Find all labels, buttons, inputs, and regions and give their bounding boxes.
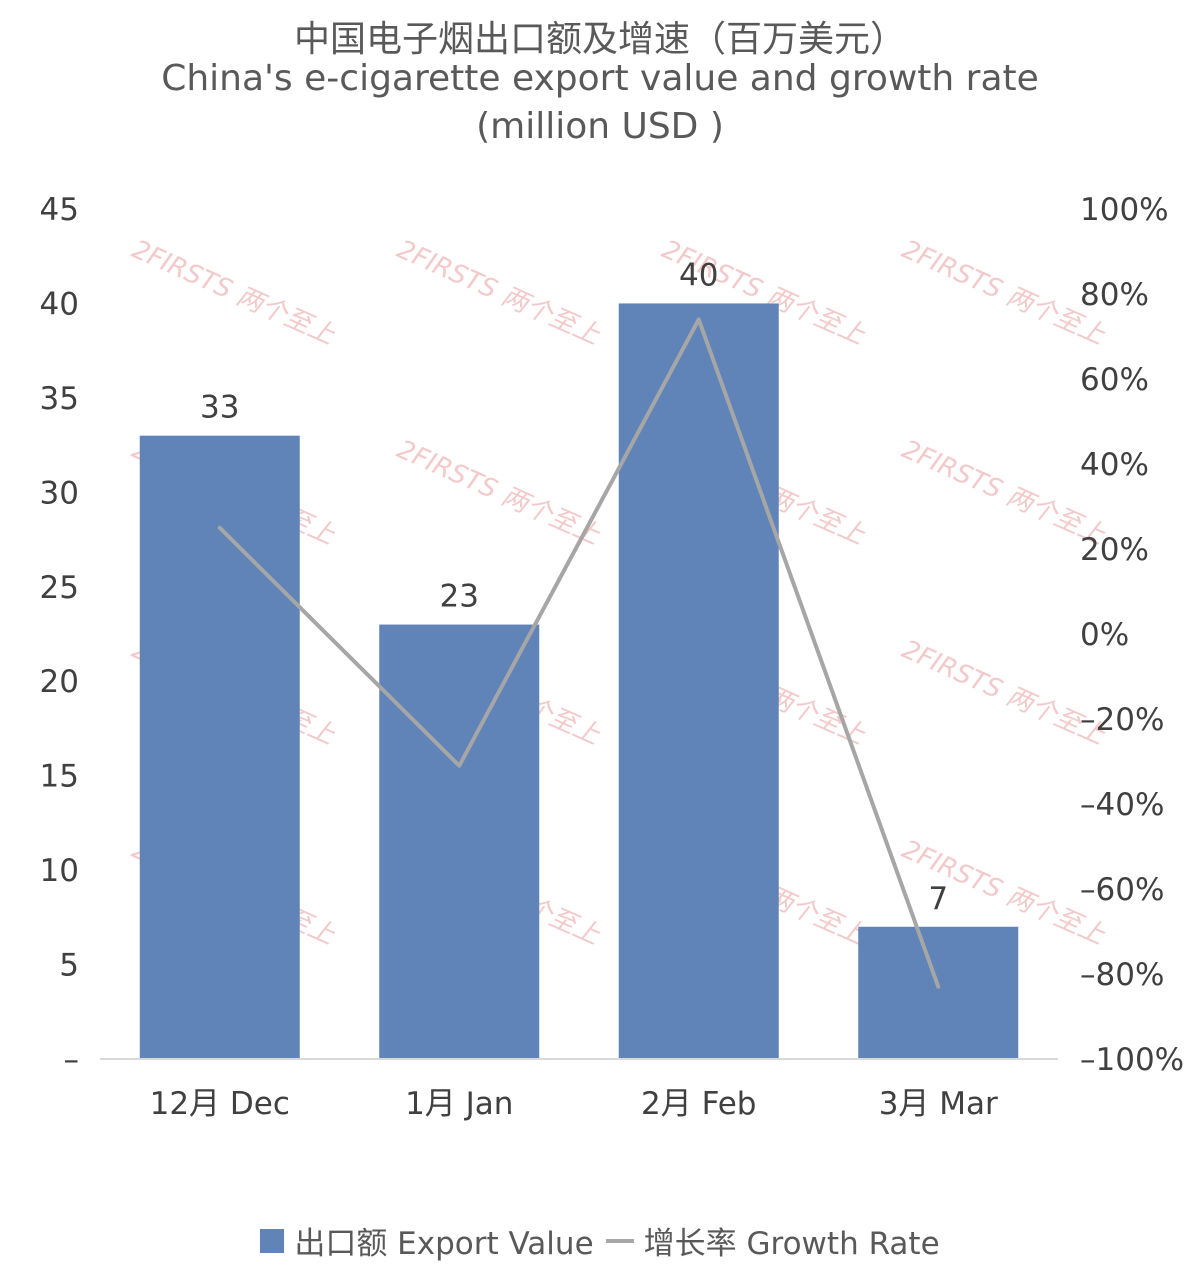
legend-label-growth-rate: 增长率 Growth Rate bbox=[643, 1226, 940, 1262]
right-tick-label: –40% bbox=[1080, 787, 1164, 823]
watermark-text: 2FIRSTS 两个至上 bbox=[127, 235, 340, 352]
legend-bar-swatch-icon bbox=[260, 1228, 285, 1253]
left-tick-label: 35 bbox=[40, 381, 79, 417]
x-tick-label: 3月 Mar bbox=[879, 1086, 998, 1122]
data-label-1: 23 bbox=[440, 579, 479, 615]
left-tick-label: 10 bbox=[40, 853, 79, 889]
legend: 出口额 Export Value 增长率 Growth Rate bbox=[0, 1218, 1200, 1263]
right-tick-label: 0% bbox=[1080, 617, 1129, 653]
x-tick-label: 1月 Jan bbox=[405, 1086, 513, 1122]
x-axis-ticks: 12月 Dec 1月 Jan 2月 Feb 3月 Mar bbox=[150, 1086, 998, 1122]
watermark-text: 2FIRSTS 两个至上 bbox=[897, 635, 1110, 752]
data-label-3: 7 bbox=[928, 881, 948, 917]
right-tick-label: 60% bbox=[1080, 362, 1149, 398]
growth-rate-series bbox=[217, 317, 941, 989]
left-tick-label: – bbox=[64, 1042, 80, 1078]
legend-item-export-value[interactable]: 出口额 Export Value bbox=[260, 1218, 594, 1263]
left-tick-label: 20 bbox=[40, 664, 79, 700]
legend-label-export-value: 出口额 Export Value bbox=[294, 1226, 594, 1262]
left-tick-label: 25 bbox=[40, 570, 79, 606]
data-labels: 33 23 40 7 bbox=[200, 257, 948, 916]
watermark-text: 2FIRSTS 两个至上 bbox=[897, 435, 1110, 552]
bar-2 bbox=[618, 303, 779, 1059]
right-tick-label: 40% bbox=[1080, 447, 1149, 483]
bar-series bbox=[139, 303, 1019, 1060]
left-axis-ticks: – 5 10 15 20 25 30 35 40 45 bbox=[40, 192, 79, 1078]
right-tick-label: 100% bbox=[1080, 192, 1169, 228]
right-axis-ticks: –100% –80% –60% –40% –20% 0% 20% 40% 60% 80% 100% bbox=[1080, 192, 1184, 1078]
left-tick-label: 40 bbox=[40, 286, 79, 322]
watermark-text: 2FIRSTS 两个至上 bbox=[392, 235, 605, 352]
bar-0 bbox=[139, 435, 300, 1060]
right-tick-label: –80% bbox=[1080, 957, 1164, 993]
chart-title-chinese: 中国电子烟出口额及增速（百万美元） bbox=[293, 19, 906, 60]
right-tick-label: –20% bbox=[1080, 702, 1164, 738]
legend-line-swatch-icon bbox=[605, 1238, 634, 1243]
legend-item-growth-rate[interactable]: 增长率 Growth Rate bbox=[605, 1218, 940, 1263]
bar-1 bbox=[379, 624, 540, 1059]
x-tick-label: 12月 Dec bbox=[150, 1086, 290, 1122]
bar-3 bbox=[858, 926, 1019, 1059]
data-label-2: 40 bbox=[679, 257, 718, 293]
left-tick-label: 45 bbox=[40, 192, 79, 228]
chart-title-unit: (million USD ) bbox=[476, 106, 724, 147]
right-tick-label: –100% bbox=[1080, 1042, 1184, 1078]
left-tick-label: 15 bbox=[40, 759, 79, 795]
right-tick-label: –60% bbox=[1080, 872, 1164, 908]
growth-rate-line bbox=[217, 317, 941, 989]
watermark-text: 2FIRSTS 两个至上 bbox=[392, 435, 605, 552]
data-label-0: 33 bbox=[200, 390, 239, 426]
right-tick-label: 80% bbox=[1080, 277, 1149, 313]
x-tick-label: 2月 Feb bbox=[641, 1086, 756, 1122]
watermark-text: 2FIRSTS 两个至上 bbox=[897, 235, 1110, 352]
chart-title-english: China's e-cigarette export value and gro… bbox=[161, 58, 1039, 99]
left-tick-label: 5 bbox=[59, 948, 79, 984]
right-tick-label: 20% bbox=[1080, 532, 1149, 568]
left-tick-label: 30 bbox=[40, 475, 79, 511]
